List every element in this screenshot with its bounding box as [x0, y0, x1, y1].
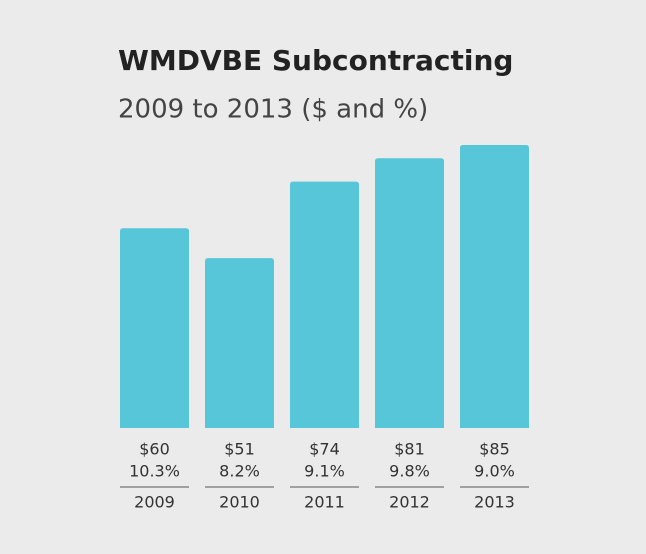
bar	[120, 228, 189, 428]
x-tick-label: 2013	[474, 493, 515, 512]
share-label: 9.8%	[389, 462, 430, 481]
value-label: $60	[139, 440, 170, 459]
bar	[460, 144, 529, 428]
chart-subtitle: 2009 to 2013 ($ and %)	[118, 95, 428, 125]
value-label: $81	[394, 440, 425, 459]
bar	[290, 181, 359, 428]
x-tick-label: 2011	[304, 493, 345, 512]
x-tick-label: 2010	[219, 493, 260, 512]
bar	[375, 158, 444, 428]
x-tick-label: 2009	[134, 493, 175, 512]
value-label: $74	[309, 440, 340, 459]
share-label: 9.1%	[304, 462, 345, 481]
chart-title: WMDVBE Subcontracting	[118, 44, 513, 77]
value-label: $85	[479, 440, 510, 459]
value-label: $51	[224, 440, 255, 459]
share-label: 10.3%	[129, 462, 180, 481]
x-tick-label: 2012	[389, 493, 430, 512]
bar	[205, 258, 274, 428]
share-label: 8.2%	[219, 462, 260, 481]
share-label: 9.0%	[474, 462, 515, 481]
